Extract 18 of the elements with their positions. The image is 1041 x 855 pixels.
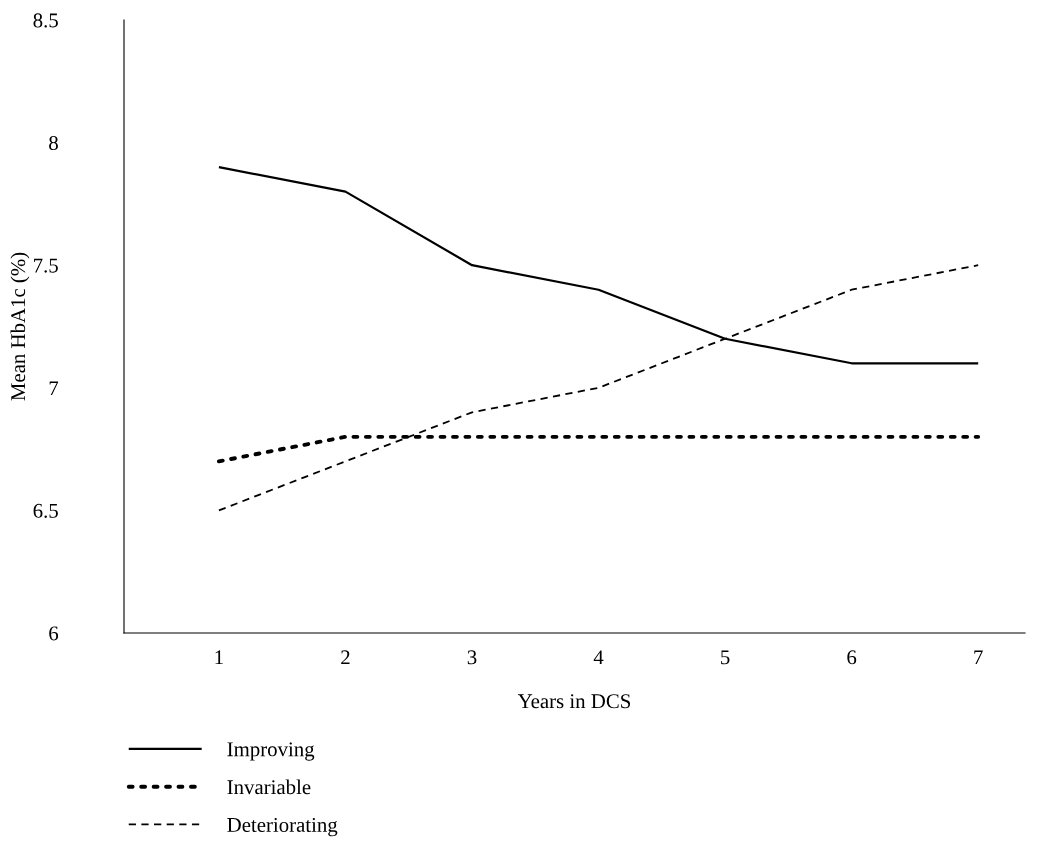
y-tick-label: 8.5: [33, 13, 58, 28]
x-axis-title: Years in DCS: [517, 694, 631, 709]
x-tick-label: 5: [721, 650, 730, 665]
legend-label: Deteriorating: [227, 817, 338, 837]
x-tick-label: 1: [215, 650, 223, 665]
legend-label: Invariable: [227, 779, 311, 795]
x-tick-label: 6: [847, 650, 857, 665]
y-tick-label: 6.5: [33, 503, 58, 518]
x-tick-label: 3: [467, 650, 477, 665]
y-tick-label: 6: [49, 626, 59, 641]
legend-label: Improving: [227, 742, 315, 761]
x-tick-label: 2: [341, 650, 350, 665]
y-axis-title: Mean HbA1c (%): [10, 252, 30, 401]
x-tick-label: 7: [974, 650, 983, 665]
x-tick-label: 4: [593, 650, 604, 665]
y-tick-label: 7.5: [34, 258, 58, 273]
y-tick-label: 8: [49, 135, 58, 151]
y-tick-label: 7: [49, 381, 59, 396]
